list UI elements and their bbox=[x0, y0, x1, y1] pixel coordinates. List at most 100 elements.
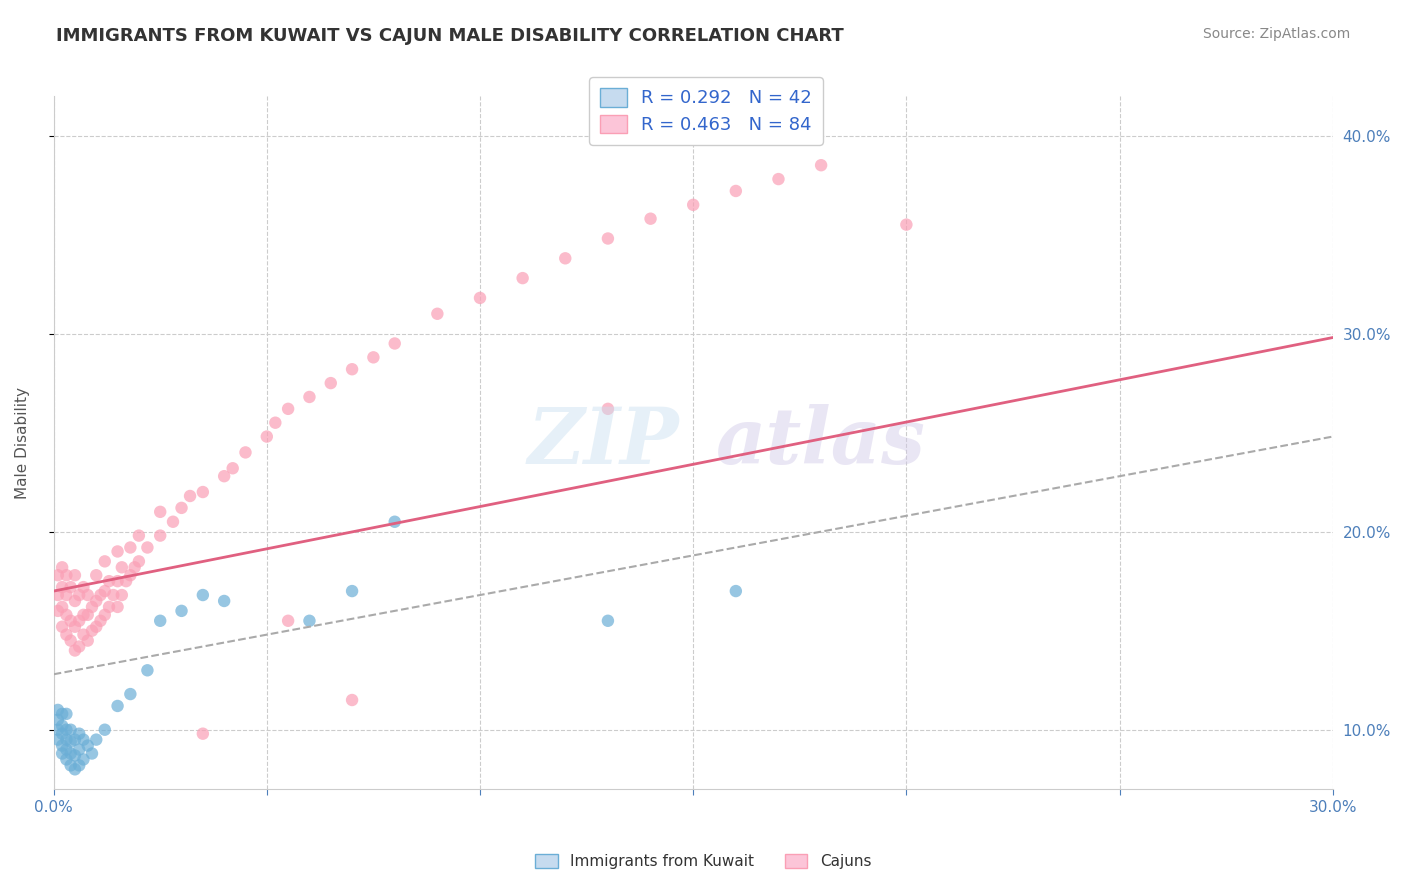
Point bbox=[51, 739, 73, 753]
Point bbox=[55, 627, 77, 641]
Point bbox=[55, 568, 77, 582]
Point bbox=[51, 560, 73, 574]
Point bbox=[256, 429, 278, 443]
Point bbox=[51, 580, 73, 594]
Point bbox=[46, 604, 69, 618]
Point bbox=[94, 607, 117, 622]
Point bbox=[76, 607, 98, 622]
Point bbox=[46, 723, 69, 737]
Point bbox=[80, 624, 103, 638]
Point bbox=[63, 732, 86, 747]
Point bbox=[98, 599, 121, 614]
Point bbox=[94, 723, 117, 737]
Point bbox=[67, 727, 90, 741]
Point bbox=[72, 607, 94, 622]
Point bbox=[72, 732, 94, 747]
Point bbox=[212, 469, 235, 483]
Point bbox=[55, 706, 77, 721]
Point bbox=[51, 727, 73, 741]
Point bbox=[46, 568, 69, 582]
Point bbox=[212, 594, 235, 608]
Point bbox=[191, 485, 214, 500]
Point bbox=[596, 401, 619, 416]
Point bbox=[128, 554, 150, 568]
Point bbox=[120, 541, 142, 555]
Point bbox=[596, 231, 619, 245]
Point bbox=[63, 568, 86, 582]
Point bbox=[51, 719, 73, 733]
Point bbox=[554, 252, 576, 266]
Point bbox=[149, 614, 172, 628]
Point bbox=[76, 588, 98, 602]
Point bbox=[63, 620, 86, 634]
Point bbox=[103, 588, 125, 602]
Point bbox=[724, 184, 747, 198]
Point bbox=[55, 607, 77, 622]
Point bbox=[384, 336, 406, 351]
Point bbox=[264, 416, 287, 430]
Point bbox=[59, 734, 82, 748]
Legend: Immigrants from Kuwait, Cajuns: Immigrants from Kuwait, Cajuns bbox=[529, 848, 877, 875]
Point bbox=[67, 742, 90, 756]
Text: atlas: atlas bbox=[716, 404, 927, 481]
Point bbox=[596, 614, 619, 628]
Point bbox=[55, 752, 77, 766]
Point bbox=[426, 307, 449, 321]
Point bbox=[191, 588, 214, 602]
Point bbox=[640, 211, 662, 226]
Point bbox=[55, 732, 77, 747]
Point bbox=[120, 687, 142, 701]
Point bbox=[468, 291, 491, 305]
Point bbox=[46, 703, 69, 717]
Point bbox=[80, 747, 103, 761]
Point bbox=[55, 588, 77, 602]
Point bbox=[72, 752, 94, 766]
Point bbox=[107, 698, 129, 713]
Point bbox=[72, 627, 94, 641]
Point bbox=[191, 727, 214, 741]
Point bbox=[179, 489, 201, 503]
Point bbox=[136, 541, 159, 555]
Point bbox=[136, 663, 159, 677]
Point bbox=[67, 614, 90, 628]
Legend: R = 0.292   N = 42, R = 0.463   N = 84: R = 0.292 N = 42, R = 0.463 N = 84 bbox=[589, 78, 823, 145]
Point bbox=[298, 614, 321, 628]
Point bbox=[84, 594, 107, 608]
Point bbox=[84, 620, 107, 634]
Point bbox=[59, 614, 82, 628]
Point bbox=[124, 560, 146, 574]
Point bbox=[724, 584, 747, 599]
Point bbox=[340, 362, 363, 376]
Point bbox=[67, 758, 90, 772]
Text: IMMIGRANTS FROM KUWAIT VS CAJUN MALE DISABILITY CORRELATION CHART: IMMIGRANTS FROM KUWAIT VS CAJUN MALE DIS… bbox=[56, 27, 844, 45]
Point bbox=[67, 588, 90, 602]
Point bbox=[63, 643, 86, 657]
Point bbox=[59, 580, 82, 594]
Point bbox=[59, 747, 82, 761]
Point bbox=[512, 271, 534, 285]
Point bbox=[222, 461, 245, 475]
Point bbox=[384, 515, 406, 529]
Point bbox=[170, 604, 193, 618]
Point bbox=[896, 218, 918, 232]
Point bbox=[51, 747, 73, 761]
Point bbox=[298, 390, 321, 404]
Point bbox=[277, 401, 299, 416]
Y-axis label: Male Disability: Male Disability bbox=[15, 386, 30, 499]
Point bbox=[319, 376, 342, 390]
Point bbox=[810, 158, 832, 172]
Point bbox=[55, 723, 77, 737]
Text: ZIP: ZIP bbox=[527, 404, 679, 481]
Point bbox=[63, 748, 86, 763]
Point bbox=[128, 528, 150, 542]
Point bbox=[80, 599, 103, 614]
Point bbox=[111, 588, 134, 602]
Point bbox=[162, 515, 184, 529]
Point bbox=[72, 580, 94, 594]
Point bbox=[59, 758, 82, 772]
Point bbox=[768, 172, 790, 186]
Point bbox=[235, 445, 257, 459]
Point bbox=[46, 713, 69, 727]
Point bbox=[84, 732, 107, 747]
Point bbox=[340, 584, 363, 599]
